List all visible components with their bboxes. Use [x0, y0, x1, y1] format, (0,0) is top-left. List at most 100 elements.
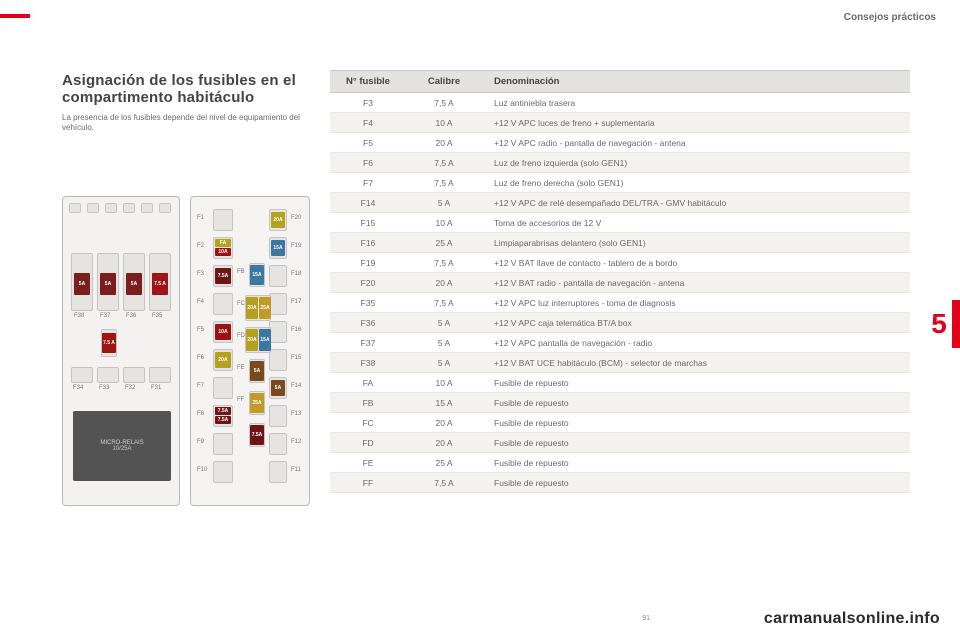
cell-fuse-number: FB	[330, 393, 406, 413]
cell-caliber: 5 A	[406, 313, 482, 333]
fuse-slot-label: F36	[126, 313, 136, 319]
table-row: F67,5 ALuz de freno izquierda (solo GEN1…	[330, 153, 910, 173]
table-row: F375 A+12 V APC pantalla de navegación -…	[330, 333, 910, 353]
cell-fuse-number: F7	[330, 173, 406, 193]
fuse-fill: 5A	[100, 273, 116, 295]
page-number: 91	[642, 615, 650, 622]
cell-denomination: Fusible de repuesto	[482, 453, 910, 473]
section-header-label: Consejos prácticos	[844, 12, 936, 23]
cell-caliber: 7,5 A	[406, 253, 482, 273]
fuse-slot-label: F35	[152, 313, 162, 319]
cell-denomination: +12 V APC radio - pantalla de navegación…	[482, 133, 910, 153]
table-row: FF7,5 AFusible de repuesto	[330, 473, 910, 493]
cell-fuse-number: F20	[330, 273, 406, 293]
cell-denomination: +12 V BAT radio - pantalla de navegación…	[482, 273, 910, 293]
table-row: F197,5 A+12 V BAT llave de contacto - ta…	[330, 253, 910, 273]
cell-fuse-number: F4	[330, 113, 406, 133]
cell-denomination: Luz de freno derecha (solo GEN1)	[482, 173, 910, 193]
fuse-table-wrap: N° fusible Calibre Denominación F37,5 AL…	[330, 70, 910, 493]
cell-denomination: Luz antiniebla trasera	[482, 93, 910, 113]
cell-fuse-number: FE	[330, 453, 406, 473]
cell-denomination: Toma de accesorios de 12 V	[482, 213, 910, 233]
cell-fuse-number: F36	[330, 313, 406, 333]
cell-denomination: Fusible de repuesto	[482, 433, 910, 453]
cell-denomination: Luz de freno izquierda (solo GEN1)	[482, 153, 910, 173]
cell-denomination: Fusible de repuesto	[482, 393, 910, 413]
fuse-fill: 7.5 A	[152, 273, 168, 295]
cell-fuse-number: F35	[330, 293, 406, 313]
fuse-slot-label: F37	[100, 313, 110, 319]
cell-fuse-number: F14	[330, 193, 406, 213]
cell-caliber: 10 A	[406, 373, 482, 393]
table-row: F37,5 ALuz antiniebla trasera	[330, 93, 910, 113]
title-block: Asignación de los fusibles en el compart…	[62, 72, 312, 133]
table-row: F385 A+12 V BAT UCE habitáculo (BCM) - s…	[330, 353, 910, 373]
cell-caliber: 10 A	[406, 213, 482, 233]
table-row: F520 A+12 V APC radio - pantalla de nave…	[330, 133, 910, 153]
table-row: F1510 AToma de accesorios de 12 V	[330, 213, 910, 233]
cell-denomination: Limpiaparabrisas delantero (solo GEN1)	[482, 233, 910, 253]
chapter-tab: 5	[934, 300, 960, 348]
table-row: FB15 AFusible de repuesto	[330, 393, 910, 413]
table-row: FE25 AFusible de repuesto	[330, 453, 910, 473]
cell-fuse-number: F19	[330, 253, 406, 273]
cell-fuse-number: FF	[330, 473, 406, 493]
table-row: FC20 AFusible de repuesto	[330, 413, 910, 433]
manual-page: Consejos prácticos Asignación de los fus…	[0, 0, 960, 640]
cell-fuse-number: F38	[330, 353, 406, 373]
cell-caliber: 20 A	[406, 273, 482, 293]
chapter-number: 5	[931, 308, 947, 340]
footer-url: carmanualsonline.info	[764, 610, 940, 628]
cell-caliber: 5 A	[406, 193, 482, 213]
top-accent-bar	[0, 14, 30, 18]
cell-denomination: +12 V BAT UCE habitáculo (BCM) - selecto…	[482, 353, 910, 373]
cell-caliber: 25 A	[406, 453, 482, 473]
table-row: F365 A+12 V APC caja telemática BT/A box	[330, 313, 910, 333]
cell-caliber: 5 A	[406, 353, 482, 373]
cell-caliber: 7,5 A	[406, 173, 482, 193]
page-title: Asignación de los fusibles en el compart…	[62, 72, 312, 107]
table-row: FD20 AFusible de repuesto	[330, 433, 910, 453]
table-row: F357,5 A+12 V APC luz interruptores - to…	[330, 293, 910, 313]
cell-denomination: +12 V APC caja telemática BT/A box	[482, 313, 910, 333]
right-fusebox: F1F2FA10AF37.5AF4F510AF620AF7F87.5A7.5AF…	[190, 196, 310, 506]
cell-fuse-number: F37	[330, 333, 406, 353]
fuse-table: N° fusible Calibre Denominación F37,5 AL…	[330, 70, 910, 493]
cell-denomination: Fusible de repuesto	[482, 473, 910, 493]
table-row: F77,5 ALuz de freno derecha (solo GEN1)	[330, 173, 910, 193]
cell-caliber: 10 A	[406, 113, 482, 133]
cell-caliber: 20 A	[406, 413, 482, 433]
fusebox-figure: 5AF385AF375AF367.5 AF357.5 AF34F33F32F31…	[62, 196, 310, 506]
cell-caliber: 20 A	[406, 133, 482, 153]
cell-denomination: Fusible de repuesto	[482, 413, 910, 433]
fuse-slot-label: F38	[74, 313, 84, 319]
cell-caliber: 15 A	[406, 393, 482, 413]
cell-fuse-number: FC	[330, 413, 406, 433]
cell-denomination: Fusible de repuesto	[482, 373, 910, 393]
cell-caliber: 7,5 A	[406, 293, 482, 313]
cell-fuse-number: F5	[330, 133, 406, 153]
cell-denomination: +12 V APC luces de freno + suplementaria	[482, 113, 910, 133]
cell-fuse-number: F3	[330, 93, 406, 113]
relay-box: MICRO-RELAIS10/25A	[73, 411, 171, 481]
cell-fuse-number: FA	[330, 373, 406, 393]
cell-caliber: 20 A	[406, 433, 482, 453]
cell-fuse-number: FD	[330, 433, 406, 453]
table-row: F2020 A+12 V BAT radio - pantalla de nav…	[330, 273, 910, 293]
col-header-fuse-number: N° fusible	[330, 71, 406, 93]
fuse-fill: 5A	[126, 273, 142, 295]
table-row: F410 A+12 V APC luces de freno + supleme…	[330, 113, 910, 133]
table-row: F145 A+12 V APC de relé desempañado DEL/…	[330, 193, 910, 213]
col-header-caliber: Calibre	[406, 71, 482, 93]
table-row: FA10 AFusible de repuesto	[330, 373, 910, 393]
table-header-row: N° fusible Calibre Denominación	[330, 71, 910, 93]
cell-fuse-number: F15	[330, 213, 406, 233]
cell-denomination: +12 V APC pantalla de navegación - radio	[482, 333, 910, 353]
cell-fuse-number: F6	[330, 153, 406, 173]
col-header-denomination: Denominación	[482, 71, 910, 93]
left-fusebox: 5AF385AF375AF367.5 AF357.5 AF34F33F32F31…	[62, 196, 180, 506]
cell-denomination: +12 V APC luz interruptores - toma de di…	[482, 293, 910, 313]
cell-denomination: +12 V BAT llave de contacto - tablero de…	[482, 253, 910, 273]
page-subtitle: La presencia de los fusibles depende del…	[62, 113, 312, 133]
cell-fuse-number: F16	[330, 233, 406, 253]
